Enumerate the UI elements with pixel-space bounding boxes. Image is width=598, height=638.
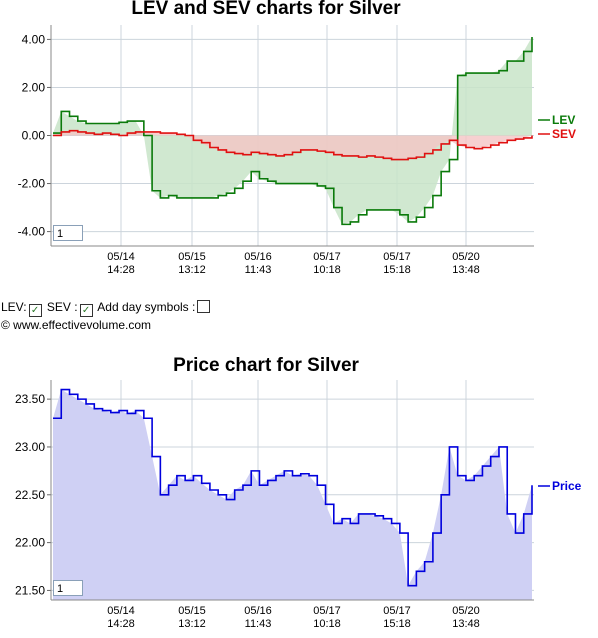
chart-title: LEV and SEV charts for Silver bbox=[131, 0, 401, 19]
lev-label: LEV: bbox=[1, 300, 27, 314]
x-tick-label: 05/16 bbox=[244, 605, 272, 617]
x-tick-label: 13:12 bbox=[178, 264, 206, 276]
x-tick-label: 14:28 bbox=[107, 618, 135, 630]
x-tick-label: 15:18 bbox=[383, 264, 411, 276]
x-tick-label: 05/17 bbox=[383, 605, 411, 617]
price-area bbox=[53, 389, 532, 600]
legend-lev: LEV bbox=[552, 113, 575, 127]
x-tick-label: 05/15 bbox=[178, 605, 206, 617]
lev-area bbox=[53, 37, 532, 225]
chart-legend: Price bbox=[538, 479, 582, 493]
x-tick-label: 05/17 bbox=[313, 605, 341, 617]
chart-legend: LEV SEV bbox=[538, 113, 576, 141]
chart-controls: LEV: ✓ SEV : ✓ Add day symbols : bbox=[1, 300, 212, 317]
day-symbols-checkbox[interactable] bbox=[197, 300, 211, 313]
x-tick-label: 10:18 bbox=[313, 264, 341, 276]
x-tick-label: 13:48 bbox=[452, 618, 480, 630]
sev-line bbox=[53, 129, 533, 161]
price-chart: Price chart for Silver 05/1414:2805/1513… bbox=[15, 355, 582, 630]
zoom-input[interactable]: 1 bbox=[53, 225, 83, 241]
price-line bbox=[53, 388, 533, 587]
x-tick-label: 13:12 bbox=[178, 618, 206, 630]
lev-checkbox[interactable]: ✓ bbox=[28, 304, 42, 317]
y-tick-label: -4.00 bbox=[18, 225, 46, 239]
x-tick-label: 11:43 bbox=[245, 618, 272, 630]
y-tick-label: 21.50 bbox=[15, 583, 45, 597]
x-tick-label: 14:28 bbox=[107, 264, 135, 276]
lev-line bbox=[53, 37, 533, 226]
x-tick-label: 10:18 bbox=[313, 618, 341, 630]
x-tick-label: 05/14 bbox=[107, 251, 135, 263]
x-tick-label: 05/15 bbox=[178, 251, 206, 263]
x-tick-label: 15:18 bbox=[383, 618, 411, 630]
x-tick-label: 05/16 bbox=[244, 251, 272, 263]
x-tick-label: 05/20 bbox=[452, 251, 480, 263]
y-tick-label: 23.00 bbox=[15, 440, 45, 454]
day-symbols-label: Add day symbols : bbox=[97, 300, 196, 314]
y-tick-label: -2.00 bbox=[18, 177, 46, 191]
x-tick-label: 05/17 bbox=[313, 251, 341, 263]
copyright: © www.effectivevolume.com bbox=[1, 318, 152, 332]
y-tick-label: 2.00 bbox=[22, 80, 46, 94]
x-tick-label: 05/14 bbox=[107, 605, 135, 617]
legend-price: Price bbox=[552, 479, 582, 493]
y-tick-label: 23.50 bbox=[15, 392, 45, 406]
legend-sev: SEV bbox=[552, 127, 576, 141]
x-tick-label: 05/20 bbox=[452, 605, 480, 617]
zoom-input[interactable]: 1 bbox=[53, 580, 83, 596]
y-tick-label: 0.00 bbox=[22, 129, 46, 143]
sev-checkbox[interactable]: ✓ bbox=[79, 304, 93, 317]
x-tick-label: 11:43 bbox=[245, 264, 272, 276]
sev-label: SEV : bbox=[46, 300, 78, 314]
sev-area bbox=[53, 130, 532, 160]
y-tick-label: 22.50 bbox=[15, 488, 45, 502]
x-tick-label: 13:48 bbox=[452, 264, 480, 276]
y-tick-label: 4.00 bbox=[22, 32, 46, 46]
x-tick-label: 05/17 bbox=[383, 251, 411, 263]
lev-sev-chart: LEV and SEV charts for Silver 05/1414:28… bbox=[18, 0, 576, 276]
y-tick-label: 22.00 bbox=[15, 536, 45, 550]
chart-title: Price chart for Silver bbox=[173, 355, 359, 376]
